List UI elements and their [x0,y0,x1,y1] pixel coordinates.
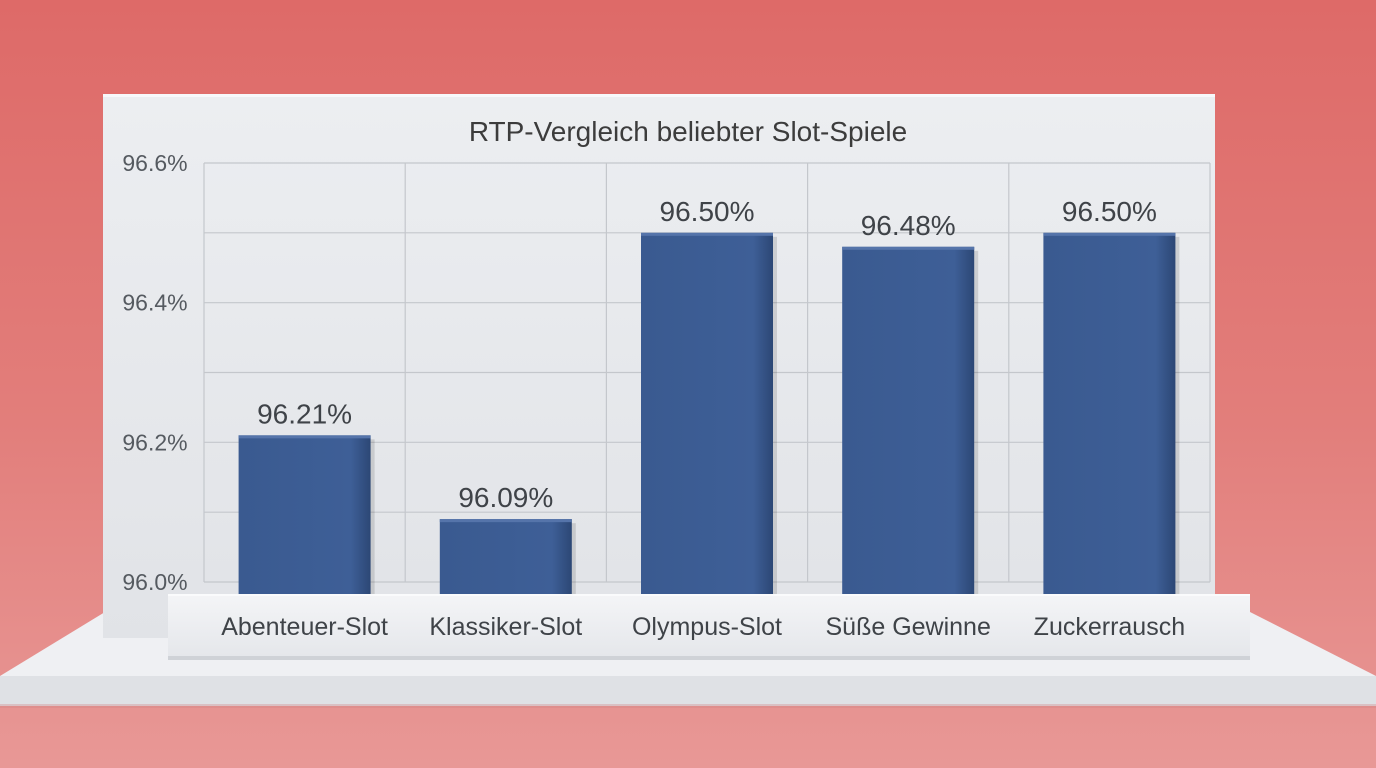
bar-top-edge [439,519,572,523]
chart-title: RTP-Vergleich beliebter Slot-Spiele [469,116,907,147]
x-tick-label: Abenteuer-Slot [221,613,388,641]
y-tick-label: 96.6% [122,150,187,176]
bar-value-label: 96.48% [861,210,956,241]
bar-top-edge [641,232,773,236]
x-tick-label: Zuckerrausch [1034,613,1185,641]
bar-top-edge [238,435,371,439]
bar-value-label: 96.21% [257,398,352,429]
bar-value-label: 96.50% [660,196,755,227]
bar [238,435,371,594]
y-tick-label: 96.0% [122,569,187,595]
label-ledge [168,594,1250,660]
bar-value-label: 96.09% [458,482,553,513]
y-axis: 96.0% 96.2% 96.4% 96.6% [122,150,187,595]
bars: 96.21% 96.09% 96.50% 96.48% 96.50% [238,196,1180,595]
bar [439,519,572,594]
x-tick-label: Süße Gewinne [826,613,991,641]
bar [1043,232,1176,595]
bar-top-edge [1043,232,1176,236]
bar-value-label: 96.50% [1062,196,1157,227]
bar [842,246,975,595]
bar-top-edge [842,246,975,250]
y-tick-label: 96.2% [122,429,187,455]
y-tick-label: 96.4% [122,290,187,316]
bar [641,232,773,595]
x-tick-label: Klassiker-Slot [429,613,582,641]
x-axis-labels: Abenteuer-Slot Klassiker-Slot Olympus-Slot… [221,613,1185,641]
floor-platform-edge [0,676,1376,706]
x-tick-label: Olympus-Slot [632,613,782,641]
